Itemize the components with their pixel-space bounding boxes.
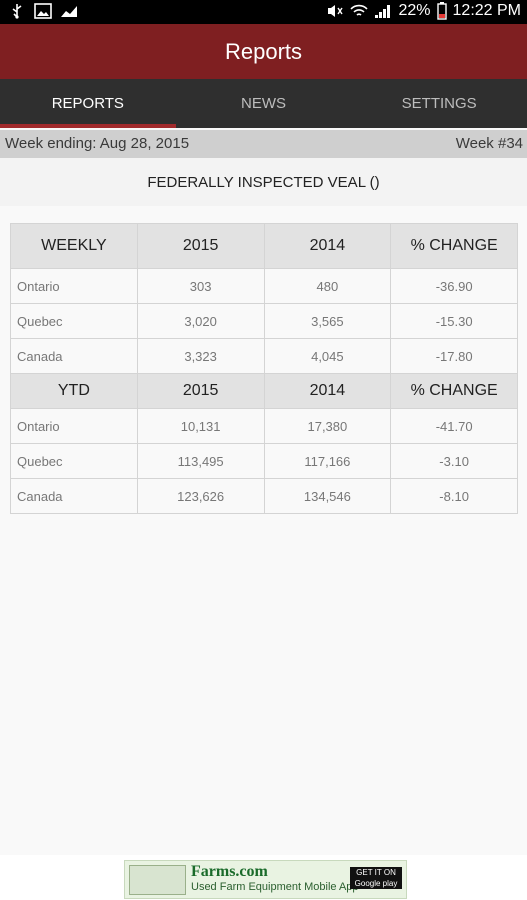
chart-icon — [61, 6, 77, 17]
week-bar: Week ending: Aug 28, 2015 Week #34 — [0, 130, 527, 158]
table-row: Ontario 10,131 17,380 -41.70 — [10, 408, 518, 444]
usb-icon — [12, 4, 22, 19]
region-cell: Ontario — [10, 408, 138, 444]
header-cell: 2015 — [136, 223, 265, 269]
ad-phone-image — [129, 865, 186, 895]
region-cell: Quebec — [10, 303, 138, 339]
change-cell: -41.70 — [390, 408, 518, 444]
ytd-header-row: YTD 2015 2014 % CHANGE — [10, 373, 518, 409]
ad-banner[interactable]: Farms.com Used Farm Equipment Mobile App… — [124, 860, 407, 899]
value-cell: 4,045 — [263, 338, 392, 374]
image-icon — [34, 3, 52, 19]
change-cell: -8.10 — [390, 478, 518, 514]
table-row: Quebec 113,495 117,166 -3.10 — [10, 443, 518, 479]
header-cell: 2014 — [263, 373, 392, 409]
report-title: FEDERALLY INSPECTED VEAL () — [0, 158, 527, 206]
weekly-header-row: WEEKLY 2015 2014 % CHANGE — [10, 223, 518, 269]
value-cell: 17,380 — [263, 408, 392, 444]
value-cell: 3,020 — [136, 303, 265, 339]
tab-settings[interactable]: SETTINGS — [401, 95, 477, 112]
header-cell: 2015 — [136, 373, 265, 409]
header-cell: 2014 — [263, 223, 392, 269]
clock: 12:22 PM — [452, 2, 521, 19]
ad-bar: Farms.com Used Farm Equipment Mobile App… — [0, 855, 527, 900]
ad-brand: Farms.com — [191, 863, 268, 880]
change-cell: -17.80 — [390, 338, 518, 374]
tab-news[interactable]: NEWS — [241, 95, 286, 112]
week-number: Week #34 — [455, 135, 523, 152]
region-cell: Canada — [10, 338, 138, 374]
value-cell: 10,131 — [136, 408, 265, 444]
tab-reports[interactable]: REPORTS — [0, 79, 176, 128]
value-cell: 113,495 — [136, 443, 265, 479]
value-cell: 480 — [263, 268, 392, 304]
report-table: WEEKLY 2015 2014 % CHANGE Ontario 303 48… — [10, 223, 518, 514]
change-cell: -36.90 — [390, 268, 518, 304]
header-cell: WEEKLY — [10, 223, 138, 269]
wifi-icon — [350, 4, 369, 16]
mute-icon — [328, 5, 344, 17]
google-play-badge: GET IT ON Google play — [350, 867, 402, 889]
region-cell: Quebec — [10, 443, 138, 479]
table-row: Quebec 3,020 3,565 -15.30 — [10, 303, 518, 339]
status-bar: 22% 12:22 PM — [0, 0, 527, 24]
table-row: Ontario 303 480 -36.90 — [10, 268, 518, 304]
change-cell: -15.30 — [390, 303, 518, 339]
page-title: Reports — [224, 39, 303, 64]
value-cell: 117,166 — [263, 443, 392, 479]
header-cell: % CHANGE — [390, 373, 518, 409]
value-cell: 303 — [136, 268, 265, 304]
value-cell: 3,565 — [263, 303, 392, 339]
week-ending: Week ending: Aug 28, 2015 — [5, 135, 190, 152]
value-cell: 3,323 — [136, 338, 265, 374]
region-cell: Canada — [10, 478, 138, 514]
app-bar: Reports — [0, 24, 527, 79]
battery-percent: 22% — [398, 2, 431, 19]
header-cell: YTD — [10, 373, 138, 409]
tab-bar: REPORTS NEWS SETTINGS — [0, 79, 527, 128]
table-row: Canada 123,626 134,546 -8.10 — [10, 478, 518, 514]
value-cell: 134,546 — [263, 478, 392, 514]
ad-tagline: Used Farm Equipment Mobile App — [191, 881, 359, 893]
table-row: Canada 3,323 4,045 -17.80 — [10, 338, 518, 374]
header-cell: % CHANGE — [390, 223, 518, 269]
signal-icon — [375, 5, 391, 18]
battery-icon — [436, 2, 447, 20]
region-cell: Ontario — [10, 268, 138, 304]
change-cell: -3.10 — [390, 443, 518, 479]
value-cell: 123,626 — [136, 478, 265, 514]
